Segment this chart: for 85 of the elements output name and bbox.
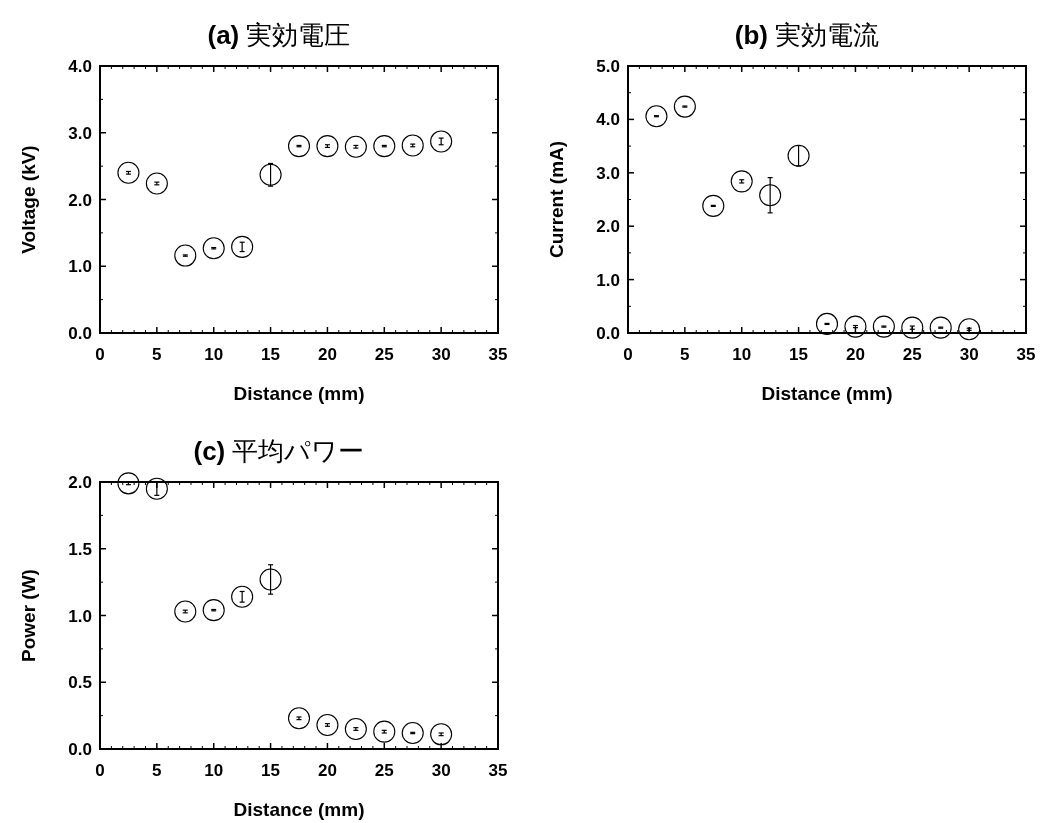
y-tick-label: 1.5 — [68, 539, 92, 559]
x-tick-label: 5 — [680, 345, 690, 364]
x-axis-title: Distance (mm) — [233, 383, 365, 404]
point — [787, 144, 810, 167]
x-tick-label: 20 — [317, 761, 337, 780]
point — [430, 723, 453, 746]
y-tick-label: 4.0 — [596, 110, 620, 130]
point — [929, 316, 952, 339]
y-tick-label: 1.0 — [68, 606, 92, 626]
x-tick-label: 35 — [488, 345, 508, 364]
x-tick-label: 25 — [902, 345, 922, 364]
point — [202, 237, 225, 260]
x-tick-label: 30 — [431, 345, 451, 364]
y-tick-label: 1.0 — [68, 257, 92, 277]
point — [287, 707, 311, 730]
point — [645, 105, 668, 128]
point — [117, 472, 140, 495]
x-axis-title: Distance (mm) — [761, 383, 893, 404]
x-axis-title: Distance (mm) — [233, 799, 365, 820]
point — [145, 172, 168, 195]
x-tick-label: 0 — [623, 345, 633, 364]
y-tick-label: 2.0 — [596, 217, 620, 237]
y-tick-label: 4.0 — [68, 57, 92, 76]
y-tick-label: 0.0 — [596, 324, 620, 343]
x-tick-label: 10 — [204, 345, 224, 364]
point — [844, 315, 867, 338]
x-tick-label: 35 — [1016, 345, 1036, 364]
x-tick-label: 0 — [95, 345, 105, 364]
x-tick-label: 5 — [152, 345, 162, 364]
point — [316, 713, 339, 737]
x-tick-label: 25 — [374, 345, 394, 364]
point — [344, 135, 367, 158]
x-tick-label: 10 — [204, 761, 224, 780]
x-tick-label: 15 — [261, 345, 281, 364]
point — [872, 315, 895, 338]
y-tick-label: 2.0 — [68, 473, 92, 492]
point — [287, 135, 311, 158]
point — [759, 184, 782, 207]
point — [145, 477, 168, 500]
point — [202, 599, 225, 622]
point — [373, 720, 396, 743]
point — [316, 135, 339, 158]
chart-title: (a) 実効電圧 — [207, 20, 351, 50]
y-tick-label: 5.0 — [596, 57, 620, 76]
y-tick-label: 0.0 — [68, 740, 92, 759]
y-axis-title: Power (W) — [18, 569, 39, 662]
point — [231, 235, 254, 258]
x-tick-label: 35 — [488, 761, 508, 780]
x-tick-label: 30 — [431, 761, 451, 780]
x-tick-label: 10 — [732, 345, 752, 364]
point — [401, 721, 424, 745]
y-tick-label: 2.0 — [68, 190, 92, 210]
point — [815, 312, 839, 335]
point — [401, 134, 424, 157]
y-tick-label: 3.0 — [596, 163, 620, 183]
point — [231, 585, 254, 608]
point — [259, 568, 282, 591]
y-tick-label: 1.0 — [596, 270, 620, 290]
point — [730, 170, 753, 193]
chart-title: (b) 実効電流 — [734, 20, 880, 50]
y-tick-label: 0.5 — [68, 673, 92, 693]
point — [344, 717, 367, 741]
point — [174, 244, 197, 267]
point — [702, 194, 725, 217]
x-tick-label: 15 — [789, 345, 809, 364]
x-tick-label: 20 — [317, 345, 337, 364]
point — [174, 600, 197, 623]
y-axis-title: Voltage (kV) — [18, 145, 39, 254]
x-tick-label: 20 — [845, 345, 865, 364]
x-tick-label: 25 — [374, 761, 394, 780]
point — [117, 161, 140, 184]
x-tick-label: 0 — [95, 761, 105, 780]
x-tick-label: 15 — [261, 761, 281, 780]
x-tick-label: 5 — [152, 761, 162, 780]
point — [901, 316, 924, 339]
point — [430, 130, 453, 153]
point — [259, 163, 282, 186]
point — [958, 318, 981, 341]
point — [373, 135, 396, 158]
y-tick-label: 0.0 — [68, 324, 92, 343]
chart-title: (c) 平均パワー — [193, 436, 365, 466]
point — [673, 95, 696, 118]
x-tick-label: 30 — [959, 345, 979, 364]
y-tick-label: 3.0 — [68, 123, 92, 143]
y-axis-title: Current (mA) — [546, 140, 567, 259]
